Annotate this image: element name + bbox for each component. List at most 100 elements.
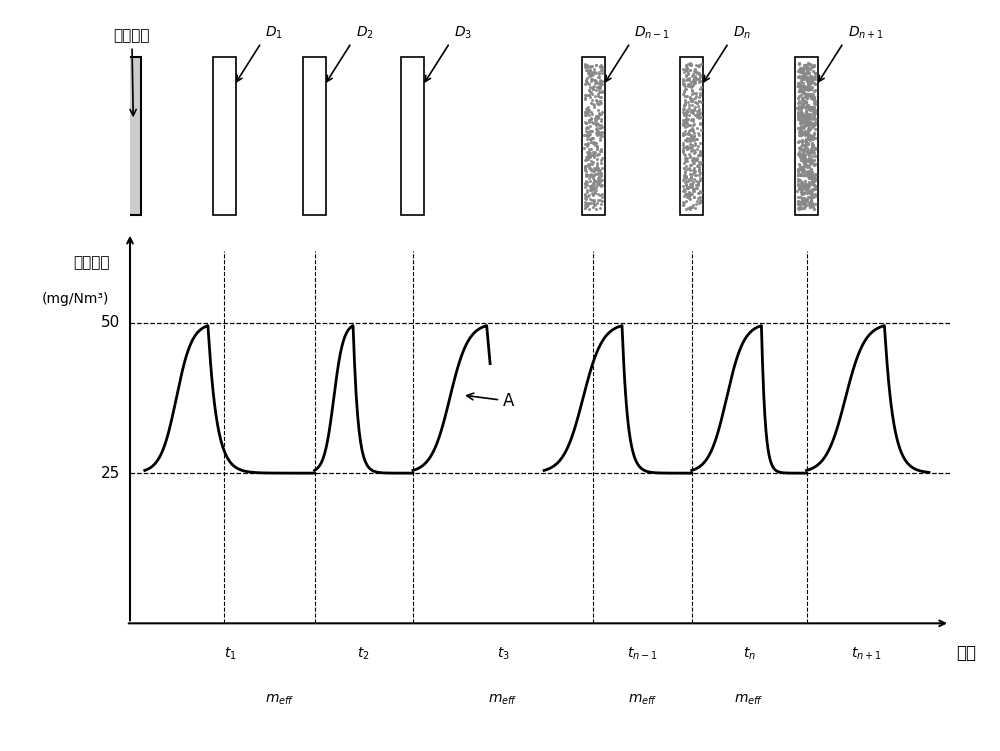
Point bbox=[807, 113, 823, 125]
Point bbox=[806, 105, 822, 117]
Point bbox=[794, 165, 810, 177]
Point bbox=[682, 137, 698, 149]
Point bbox=[692, 146, 708, 158]
Point bbox=[800, 133, 816, 145]
Point bbox=[593, 170, 609, 182]
Point bbox=[580, 122, 596, 134]
Point bbox=[791, 58, 807, 70]
Point bbox=[807, 179, 823, 192]
Point bbox=[580, 125, 596, 137]
Point bbox=[800, 59, 816, 71]
Point bbox=[594, 152, 610, 164]
Point bbox=[801, 131, 817, 143]
Point bbox=[799, 110, 815, 122]
Point bbox=[683, 159, 699, 171]
Point bbox=[803, 171, 819, 183]
Point bbox=[683, 177, 699, 189]
Point bbox=[577, 110, 593, 122]
Point bbox=[800, 146, 816, 158]
Point bbox=[579, 169, 595, 181]
Point bbox=[587, 114, 603, 126]
Point bbox=[799, 89, 815, 101]
Point bbox=[686, 166, 702, 178]
Point bbox=[682, 141, 698, 153]
Point bbox=[803, 92, 819, 104]
Point bbox=[678, 170, 694, 182]
Point bbox=[797, 80, 813, 92]
Point bbox=[805, 106, 821, 118]
Point bbox=[677, 90, 693, 102]
Point bbox=[678, 113, 694, 125]
Point bbox=[580, 198, 596, 210]
Point bbox=[801, 147, 817, 159]
Point bbox=[590, 178, 606, 190]
Point bbox=[796, 192, 812, 204]
Point bbox=[692, 137, 708, 149]
Point bbox=[678, 195, 694, 207]
Point bbox=[676, 78, 692, 90]
Point bbox=[799, 108, 815, 120]
Point bbox=[580, 64, 596, 76]
Point bbox=[676, 161, 692, 173]
Point bbox=[794, 187, 810, 199]
Point bbox=[794, 113, 810, 125]
Point bbox=[585, 66, 601, 78]
Point bbox=[589, 161, 605, 173]
Point bbox=[790, 122, 806, 134]
Point bbox=[577, 177, 593, 189]
Point bbox=[686, 146, 702, 158]
Point bbox=[794, 107, 810, 119]
Point bbox=[798, 140, 814, 152]
Point bbox=[687, 109, 703, 121]
Point bbox=[678, 112, 694, 124]
Point bbox=[677, 155, 693, 167]
Point bbox=[591, 68, 607, 80]
Point bbox=[583, 137, 599, 149]
Point bbox=[802, 102, 818, 114]
Point bbox=[678, 160, 694, 172]
Point bbox=[586, 137, 602, 149]
Point bbox=[678, 69, 694, 81]
Point bbox=[692, 167, 708, 179]
Point bbox=[690, 110, 706, 122]
Point bbox=[677, 98, 693, 110]
Point bbox=[690, 73, 706, 85]
Point bbox=[583, 73, 599, 85]
Point bbox=[791, 110, 807, 122]
Point bbox=[805, 65, 821, 77]
Point bbox=[807, 174, 823, 186]
Point bbox=[594, 173, 610, 185]
Point bbox=[800, 66, 816, 78]
Point bbox=[795, 155, 811, 167]
Text: $D_{n+1}$: $D_{n+1}$ bbox=[848, 24, 884, 41]
Point bbox=[690, 192, 706, 204]
Point bbox=[790, 65, 806, 77]
Point bbox=[791, 182, 807, 195]
Point bbox=[578, 168, 594, 180]
Point bbox=[802, 154, 818, 166]
Point bbox=[801, 113, 817, 125]
Point bbox=[594, 107, 610, 119]
Point bbox=[801, 103, 817, 115]
Point bbox=[790, 197, 806, 209]
Point bbox=[805, 61, 821, 73]
Point bbox=[796, 144, 812, 156]
Point bbox=[678, 179, 694, 192]
Point bbox=[577, 78, 593, 90]
Point bbox=[680, 175, 696, 187]
Point bbox=[691, 105, 707, 117]
Point bbox=[683, 170, 699, 182]
Point bbox=[797, 59, 813, 71]
Point bbox=[690, 179, 706, 192]
Point bbox=[691, 164, 707, 176]
Point bbox=[682, 79, 698, 91]
Point bbox=[805, 119, 821, 131]
Bar bbox=[213, 57, 236, 215]
Point bbox=[688, 59, 704, 71]
Point bbox=[795, 110, 811, 122]
Point bbox=[682, 168, 698, 180]
Point bbox=[801, 167, 817, 179]
Point bbox=[577, 138, 593, 150]
Point bbox=[581, 84, 597, 96]
Point bbox=[591, 148, 607, 160]
